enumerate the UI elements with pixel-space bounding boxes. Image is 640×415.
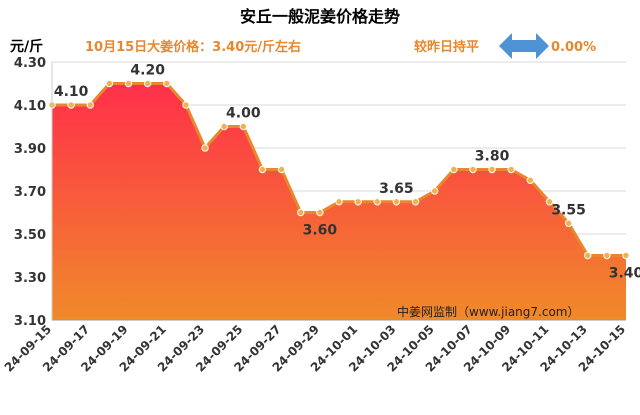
data-point (86, 101, 94, 109)
y-tick-label: 3.70 (14, 185, 46, 200)
double-arrow-icon (499, 33, 549, 59)
chart-title: 安丘一般泥姜价格走势 (240, 7, 400, 26)
data-label: 3.40 (609, 266, 640, 282)
y-unit-label: 元/斤 (10, 38, 43, 55)
data-point (335, 198, 343, 206)
data-point (105, 79, 114, 88)
data-point (603, 251, 611, 260)
y-tick-label: 3.10 (14, 314, 46, 329)
watermark-text: 中姜网监制（www.jiang7.com） (397, 304, 579, 319)
price-note: 10月15日大姜价格：3.40元/斤左右 (85, 39, 301, 55)
data-label: 3.65 (379, 181, 414, 197)
data-point (526, 176, 535, 184)
data-point (258, 165, 267, 174)
data-point (239, 122, 248, 131)
data-label: 3.80 (475, 149, 510, 165)
data-label: 4.20 (130, 63, 165, 79)
compare-label: 较昨日持平 (414, 39, 479, 55)
y-tick-label: 3.90 (14, 142, 46, 157)
data-point (373, 198, 381, 206)
plot-area: 3.10 3.30 3.50 3.70 3.90 4.10 4.30 4.10 4.20 4.00… (2, 56, 640, 375)
data-point (488, 165, 496, 174)
compare-value: 0.00% (551, 40, 596, 55)
data-point (163, 79, 171, 88)
data-point (201, 144, 209, 152)
data-point (507, 165, 515, 174)
data-point (622, 251, 630, 260)
y-tick-label: 4.10 (14, 99, 46, 114)
data-point (354, 198, 362, 206)
data-point (430, 187, 439, 195)
data-point (545, 198, 554, 206)
data-label: 3.60 (303, 223, 338, 239)
data-point (316, 208, 324, 217)
data-label: 4.10 (54, 84, 89, 100)
y-tick-label: 3.30 (14, 271, 46, 286)
data-point (277, 165, 286, 174)
data-point (469, 165, 477, 174)
data-point (220, 122, 228, 131)
data-point (182, 101, 190, 109)
data-point (143, 79, 152, 88)
data-point (67, 101, 75, 109)
data-point (450, 165, 458, 174)
data-point (124, 79, 133, 88)
data-point (564, 219, 573, 227)
data-label: 4.00 (226, 106, 261, 122)
data-point (297, 208, 305, 217)
data-label: 3.55 (551, 202, 586, 218)
data-point (411, 198, 420, 206)
y-tick-label: 3.50 (14, 228, 46, 243)
data-point (392, 198, 401, 206)
y-tick-label: 4.30 (14, 56, 46, 71)
data-point (584, 251, 592, 260)
